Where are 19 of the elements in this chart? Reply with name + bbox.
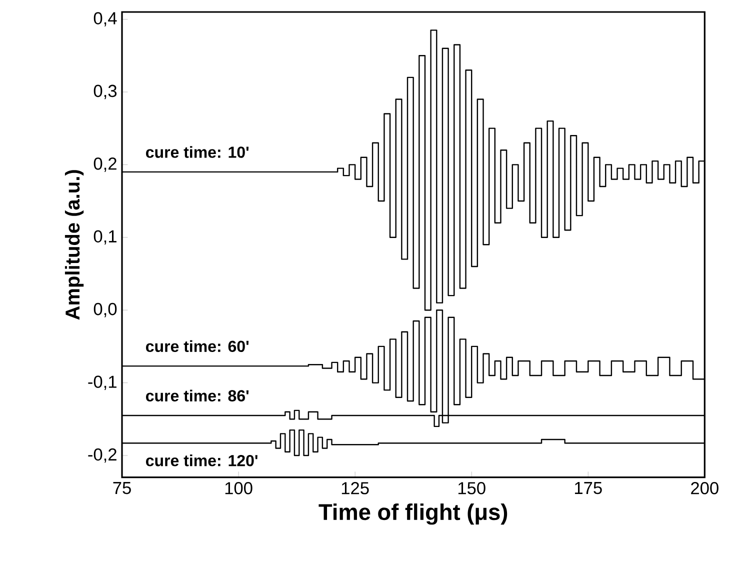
x-tick-label: 150 — [458, 482, 486, 494]
series-label: cure time: 10' — [146, 146, 249, 158]
y-tick-label: -0,1 — [88, 375, 116, 390]
series-label: cure time: 86' — [146, 390, 249, 402]
x-axis-title: Time of flight (μs) — [318, 503, 508, 525]
y-tick-label: 0,4 — [94, 12, 117, 26]
x-tick-label: 125 — [342, 482, 369, 494]
y-tick-label: 0,0 — [94, 302, 117, 318]
x-tick-label: 75 — [113, 482, 131, 494]
y-tick-label: 0,2 — [94, 157, 116, 172]
y-tick-label: 0,1 — [94, 230, 116, 244]
y-axis-title: Amplitude (a.u.) — [64, 170, 84, 320]
x-tick-label: 175 — [574, 482, 602, 494]
series-label: cure time: 120' — [146, 454, 258, 466]
x-tick-label: 200 — [691, 482, 718, 494]
y-tick-label: -0,2 — [88, 448, 116, 463]
series-label: cure time: 60' — [146, 340, 249, 352]
x-tick-label: 100 — [225, 482, 252, 494]
y-tick-label: 0,3 — [94, 84, 117, 99]
